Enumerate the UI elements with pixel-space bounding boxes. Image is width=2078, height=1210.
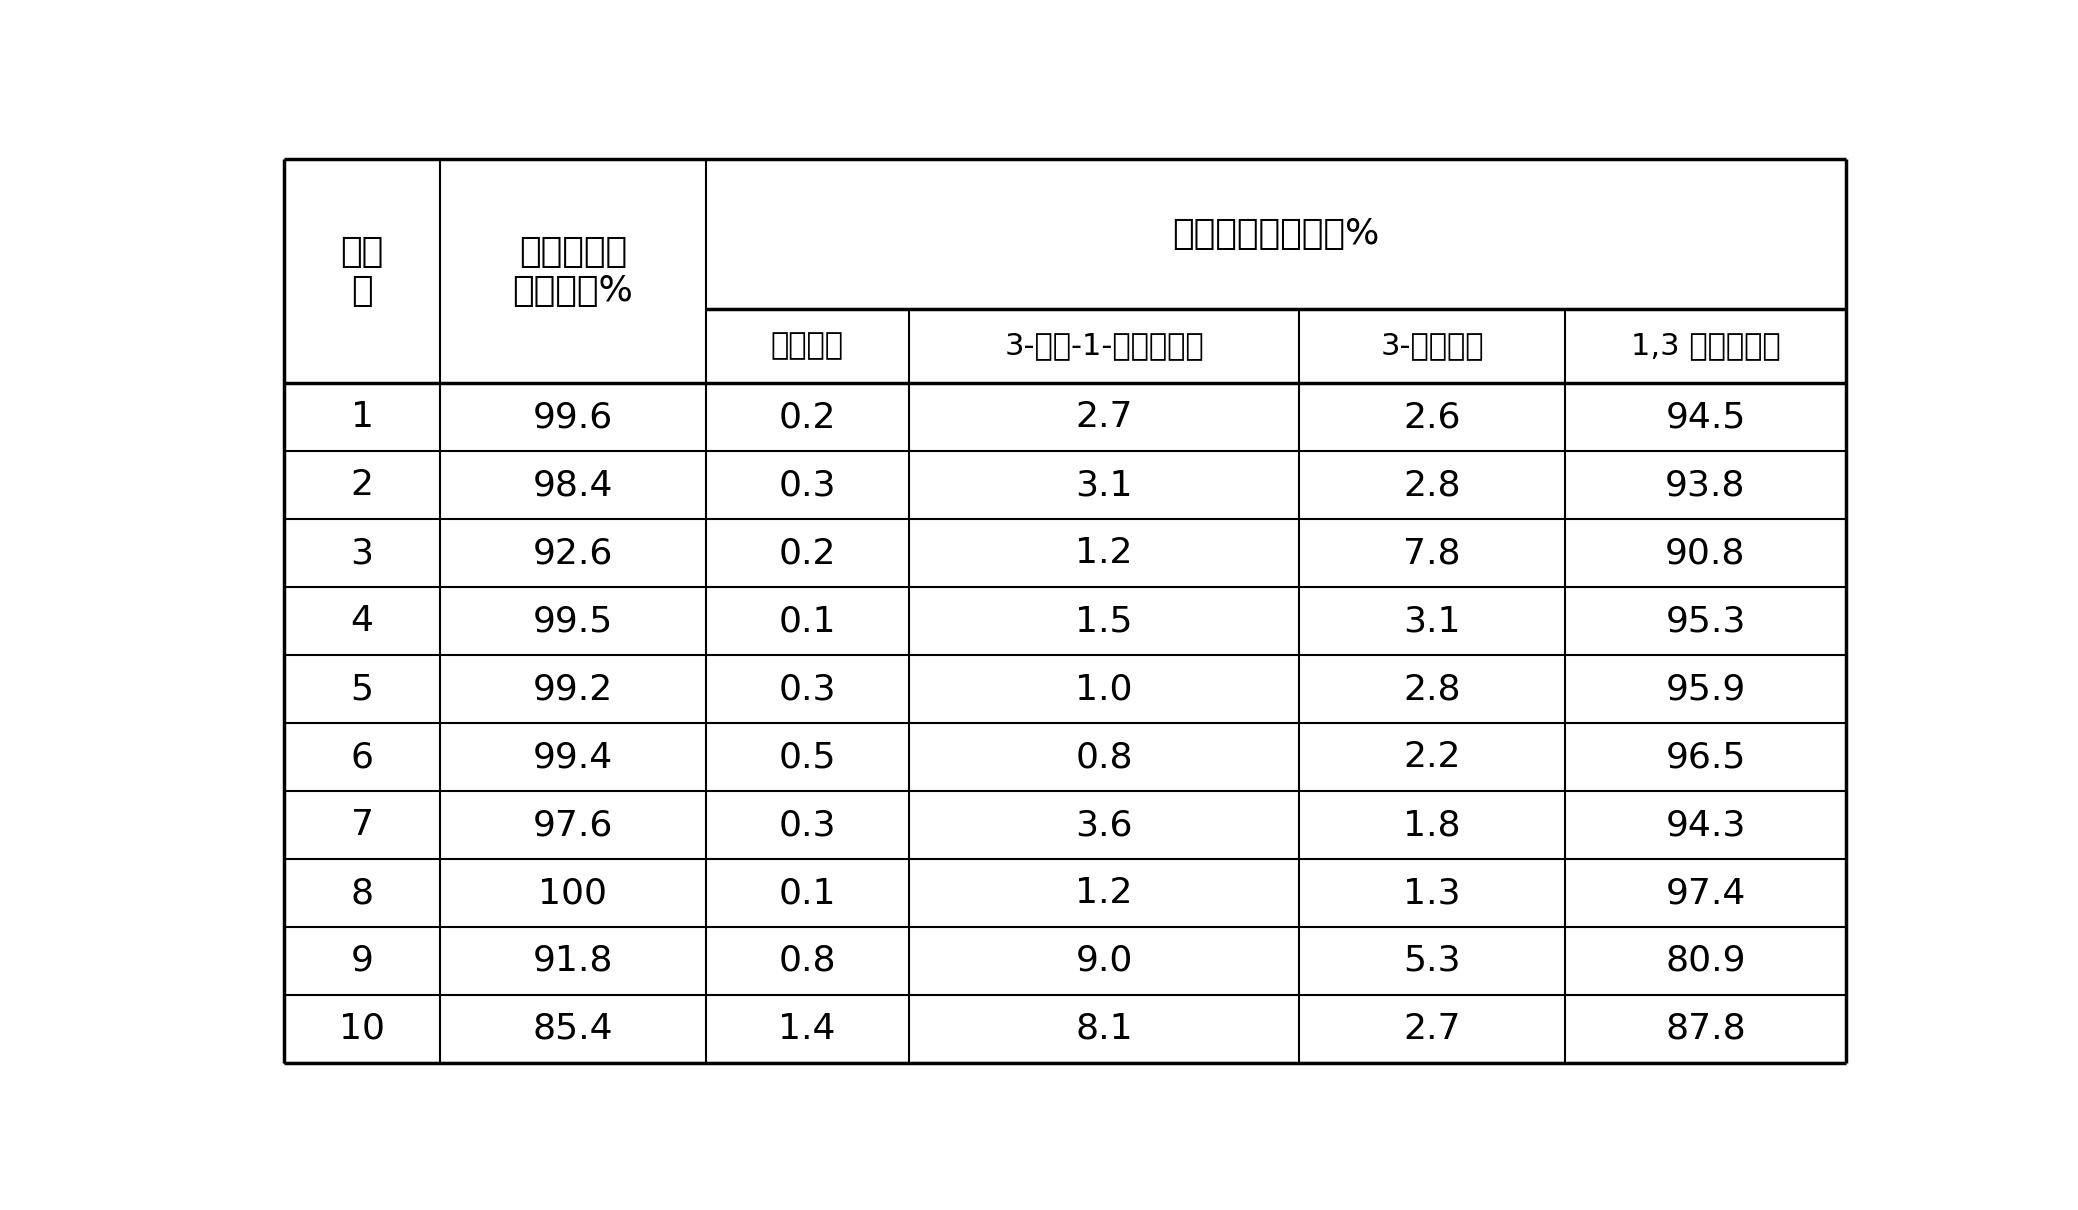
Text: 8.1: 8.1 [1074,1012,1133,1045]
Text: 2.6: 2.6 [1403,401,1461,434]
Text: 7.8: 7.8 [1403,536,1461,570]
Text: 0.3: 0.3 [779,808,835,842]
Text: 0.1: 0.1 [779,876,835,910]
Text: 8: 8 [351,876,374,910]
Text: 0.2: 0.2 [779,401,835,434]
Text: 2.8: 2.8 [1403,673,1461,707]
Text: 间苯二甲胺
转化率，%: 间苯二甲胺 转化率，% [513,235,634,309]
Text: 1.3: 1.3 [1403,876,1461,910]
Text: 99.5: 99.5 [532,604,613,638]
Text: 98.4: 98.4 [532,468,613,502]
Text: 6: 6 [351,741,374,774]
Text: 91.8: 91.8 [532,944,613,978]
Text: 80.9: 80.9 [1664,944,1746,978]
Text: 2: 2 [351,468,374,502]
Text: 1.2: 1.2 [1074,536,1133,570]
Text: 0.3: 0.3 [779,673,835,707]
Text: 1.5: 1.5 [1074,604,1133,638]
Text: 3.1: 3.1 [1403,604,1461,638]
Text: 0.2: 0.2 [779,536,835,570]
Text: 9.0: 9.0 [1074,944,1133,978]
Text: 1.0: 1.0 [1074,673,1133,707]
Text: 0.8: 0.8 [1074,741,1133,774]
Text: 0.3: 0.3 [779,468,835,502]
Text: 实施
例: 实施 例 [341,235,384,309]
Text: 间二甲苯: 间二甲苯 [771,332,844,361]
Text: 9: 9 [351,944,374,978]
Text: 92.6: 92.6 [532,536,613,570]
Text: 2.8: 2.8 [1403,468,1461,502]
Text: 产物选择性，摩尔%: 产物选择性，摩尔% [1172,217,1380,250]
Text: 2.7: 2.7 [1403,1012,1461,1045]
Text: 95.3: 95.3 [1664,604,1746,638]
Text: 95.9: 95.9 [1664,673,1746,707]
Text: 1: 1 [351,401,374,434]
Text: 99.4: 99.4 [532,741,613,774]
Text: 93.8: 93.8 [1664,468,1746,502]
Text: 2.2: 2.2 [1403,741,1461,774]
Text: 1.2: 1.2 [1074,876,1133,910]
Text: 0.1: 0.1 [779,604,835,638]
Text: 1.8: 1.8 [1403,808,1461,842]
Text: 1.4: 1.4 [779,1012,835,1045]
Text: 3-甲基苯胺: 3-甲基苯胺 [1380,332,1484,361]
Text: 100: 100 [538,876,607,910]
Text: 5: 5 [351,673,374,707]
Text: 1,3 环己二甲胺: 1,3 环己二甲胺 [1631,332,1781,361]
Text: 3: 3 [351,536,374,570]
Text: 94.5: 94.5 [1664,401,1746,434]
Text: 4: 4 [351,604,374,638]
Text: 97.4: 97.4 [1664,876,1746,910]
Text: 87.8: 87.8 [1664,1012,1746,1045]
Text: 99.6: 99.6 [532,401,613,434]
Text: 7: 7 [351,808,374,842]
Text: 90.8: 90.8 [1664,536,1746,570]
Text: 99.2: 99.2 [532,673,613,707]
Text: 2.7: 2.7 [1074,401,1133,434]
Text: 5.3: 5.3 [1403,944,1461,978]
Text: 0.5: 0.5 [779,741,835,774]
Text: 94.3: 94.3 [1664,808,1746,842]
Text: 97.6: 97.6 [532,808,613,842]
Text: 0.8: 0.8 [779,944,835,978]
Text: 10: 10 [339,1012,384,1045]
Text: 3.6: 3.6 [1074,808,1133,842]
Text: 3-甲胺-1-甲基环己烷: 3-甲胺-1-甲基环己烷 [1004,332,1203,361]
Text: 85.4: 85.4 [532,1012,613,1045]
Text: 3.1: 3.1 [1074,468,1133,502]
Text: 96.5: 96.5 [1664,741,1746,774]
